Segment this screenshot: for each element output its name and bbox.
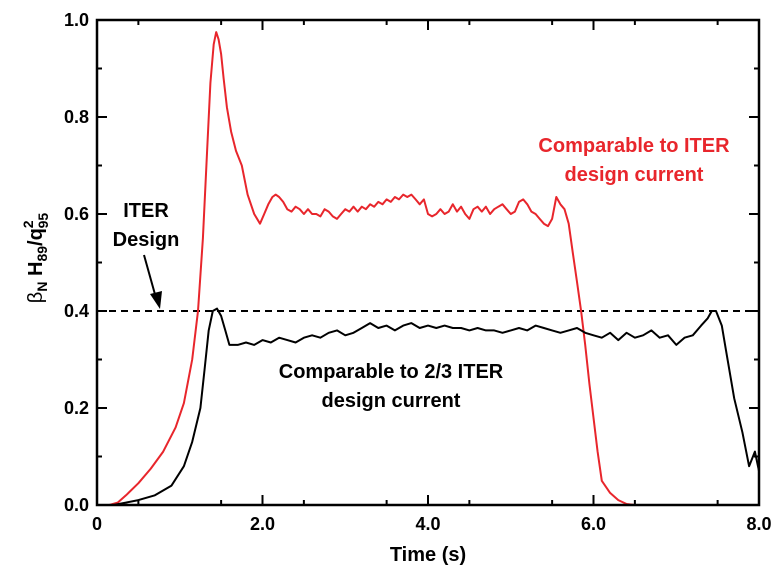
annotation-black-line2: design current [322,390,461,412]
annotation-red-line2: design current [565,164,704,186]
annotation-arrow-head [150,291,162,309]
x-axis-title: Time (s) [390,544,466,566]
series-lines [109,31,760,506]
ticks [96,19,760,506]
x-tick-labels: 0 2.0 4.0 6.0 8.0 [92,514,772,534]
y-tick-label: 0.6 [64,204,89,224]
x-tick-label: 6.0 [581,514,606,534]
x-tick-label: 4.0 [415,514,440,534]
annotation-red-line1: Comparable to ITER [538,135,730,157]
series-line-red [109,31,677,506]
series-line-black [113,307,760,506]
annotation-black-line1: Comparable to 2/3 ITER [279,361,504,383]
y-tick-label: 1.0 [64,10,89,30]
y-tick-label: 0.0 [64,495,89,515]
y-tick-label: 0.4 [64,301,89,321]
y-axis-title: βN H89/q295 [20,213,51,304]
annotation-arrow-shaft [143,254,157,299]
annotation-iter-line2: Design [113,229,180,251]
x-tick-label: 8.0 [746,514,771,534]
x-tick-label: 2.0 [250,514,275,534]
plot-frame [95,18,761,507]
y-tick-label: 0.2 [64,398,89,418]
x-tick-label: 0 [92,514,102,534]
y-tick-labels: 0.0 0.2 0.4 0.6 0.8 1.0 [64,10,89,515]
annotation-iter-line1: ITER [123,200,169,222]
y-tick-label: 0.8 [64,107,89,127]
